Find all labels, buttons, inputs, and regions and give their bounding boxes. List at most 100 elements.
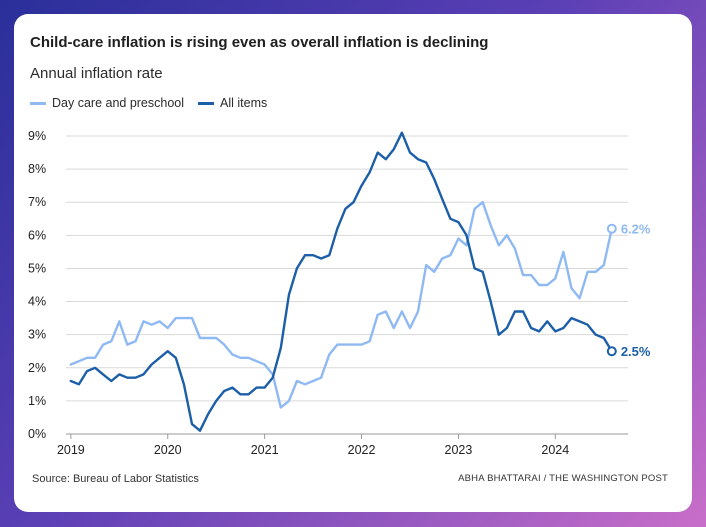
data-point-daycare: [514, 248, 516, 250]
data-point-daycare: [70, 363, 72, 365]
data-point-all-items: [288, 294, 290, 296]
chart-title: Child-care inflation is rising even as o…: [30, 34, 489, 51]
data-point-daycare: [247, 357, 249, 359]
data-point-all-items: [143, 373, 145, 375]
data-point-all-items: [231, 387, 233, 389]
y-tick-label: 4%: [28, 295, 46, 309]
y-tick-label: 5%: [28, 261, 46, 275]
data-point-all-items: [256, 387, 258, 389]
data-point-all-items: [409, 152, 411, 154]
data-point-all-items: [239, 393, 241, 395]
data-point-daycare: [530, 274, 532, 276]
data-point-all-items: [102, 373, 104, 375]
data-point-all-items: [361, 185, 363, 187]
data-point-daycare: [352, 344, 354, 346]
data-point-all-items: [457, 221, 459, 223]
data-point-daycare: [595, 271, 597, 273]
data-point-all-items: [223, 390, 225, 392]
x-tick-label: 2024: [541, 443, 569, 457]
data-point-daycare: [199, 337, 201, 339]
data-point-daycare: [393, 327, 395, 329]
data-point-all-items: [134, 377, 136, 379]
data-point-all-items: [312, 254, 314, 256]
data-point-all-items: [304, 254, 306, 256]
data-point-daycare: [506, 234, 508, 236]
data-point-all-items: [151, 363, 153, 365]
data-point-daycare: [490, 224, 492, 226]
data-point-daycare: [465, 244, 467, 246]
data-point-daycare: [603, 264, 605, 266]
data-point-all-items: [425, 161, 427, 163]
data-point-all-items: [514, 310, 516, 312]
data-point-all-items: [579, 320, 581, 322]
data-point-all-items: [587, 324, 589, 326]
data-point-daycare: [143, 320, 145, 322]
data-point-all-items: [369, 171, 371, 173]
data-point-daycare: [417, 310, 419, 312]
data-point-all-items: [280, 347, 282, 349]
data-point-all-items: [401, 132, 403, 134]
data-point-daycare: [522, 274, 524, 276]
end-label-all-items: 2.5%: [621, 344, 651, 359]
data-point-all-items: [554, 330, 556, 332]
data-point-daycare: [110, 340, 112, 342]
data-point-all-items: [482, 271, 484, 273]
data-point-all-items: [562, 327, 564, 329]
data-point-all-items: [433, 178, 435, 180]
data-point-daycare: [409, 327, 411, 329]
data-point-all-items: [603, 337, 605, 339]
data-point-daycare: [546, 284, 548, 286]
data-point-daycare: [78, 360, 80, 362]
data-point-all-items: [110, 380, 112, 382]
data-point-daycare: [102, 344, 104, 346]
data-point-daycare: [231, 354, 233, 356]
data-point-daycare: [344, 344, 346, 346]
data-point-all-items: [530, 327, 532, 329]
data-point-all-items: [86, 370, 88, 372]
data-point-daycare: [320, 377, 322, 379]
data-point-all-items: [296, 267, 298, 269]
data-point-all-items: [70, 380, 72, 382]
data-point-daycare: [239, 357, 241, 359]
legend: Day care and preschool All items: [30, 96, 267, 110]
source-note: Source: Bureau of Labor Statistics: [32, 473, 199, 485]
x-tick-label: 2019: [57, 443, 85, 457]
data-point-all-items: [191, 423, 193, 425]
credit-line: ABHA BHATTARAI / THE WASHINGTON POST: [458, 473, 668, 484]
data-point-daycare: [256, 360, 258, 362]
y-tick-label: 0%: [28, 427, 46, 441]
chart-subtitle: Annual inflation rate: [30, 65, 163, 82]
data-point-all-items: [183, 383, 185, 385]
data-point-all-items: [126, 377, 128, 379]
data-point-daycare: [264, 363, 266, 365]
data-point-daycare: [474, 208, 476, 210]
data-point-daycare: [159, 320, 161, 322]
data-point-all-items: [78, 383, 80, 385]
data-point-daycare: [385, 310, 387, 312]
data-point-daycare: [280, 407, 282, 409]
data-point-all-items: [595, 334, 597, 336]
end-label-daycare: 6.2%: [621, 222, 651, 237]
data-point-daycare: [175, 317, 177, 319]
x-tick-label: 2020: [154, 443, 182, 457]
y-tick-label: 2%: [28, 361, 46, 375]
legend-label-daycare: Day care and preschool: [52, 96, 185, 110]
data-point-all-items: [449, 218, 451, 220]
data-point-daycare: [538, 284, 540, 286]
x-tick-label: 2022: [348, 443, 376, 457]
data-point-daycare: [457, 238, 459, 240]
data-point-daycare: [361, 344, 363, 346]
y-tick-label: 8%: [28, 162, 46, 176]
x-tick-label: 2021: [251, 443, 279, 457]
legend-item-daycare: Day care and preschool: [30, 96, 184, 110]
data-point-daycare: [215, 337, 217, 339]
data-point-all-items: [247, 393, 249, 395]
data-point-all-items: [118, 373, 120, 375]
data-point-daycare: [94, 357, 96, 359]
data-point-all-items: [352, 201, 354, 203]
data-point-daycare: [183, 317, 185, 319]
data-point-all-items: [490, 301, 492, 303]
data-point-daycare: [579, 297, 581, 299]
data-point-daycare: [498, 244, 500, 246]
data-point-all-items: [336, 228, 338, 230]
